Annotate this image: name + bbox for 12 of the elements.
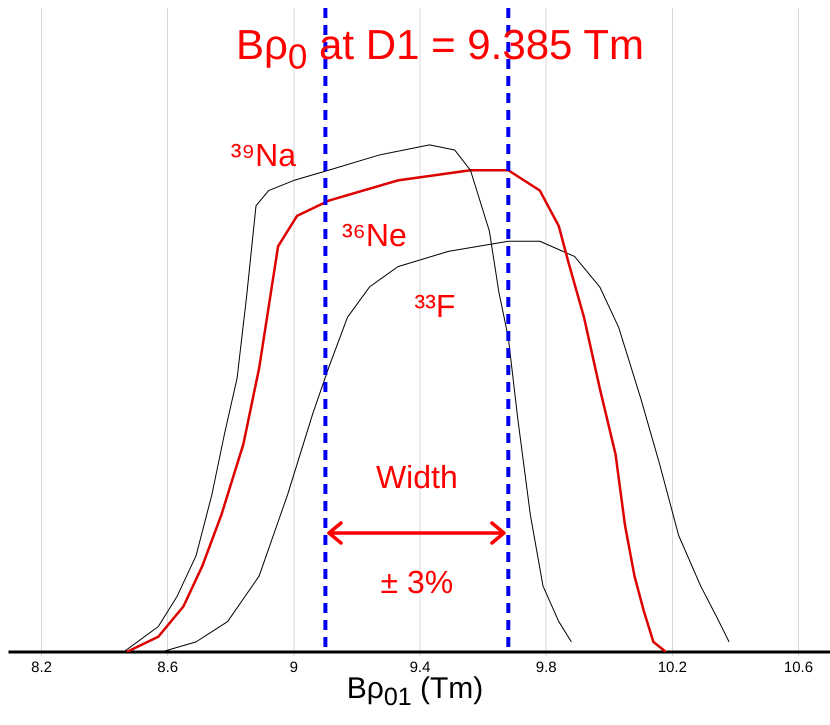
x-tick-label: 9.8 [536,659,557,676]
series-label: ³⁶Ne [342,216,407,253]
x-tick-label: 10.2 [658,659,687,676]
series-label: ³³F [414,288,456,324]
x-tick-label: 10.6 [784,659,814,676]
chart-title: Bρ$_{0}$ at D1 = 9.385 Tm [236,21,644,76]
annotation: Width [376,458,458,495]
x-tick-label: 9 [290,659,298,676]
series-label: ³⁹Na [230,136,296,173]
x-tick-label: 8.6 [157,659,178,676]
x-tick-label: 8.2 [31,659,52,676]
annotation: ± 3% [380,564,454,600]
